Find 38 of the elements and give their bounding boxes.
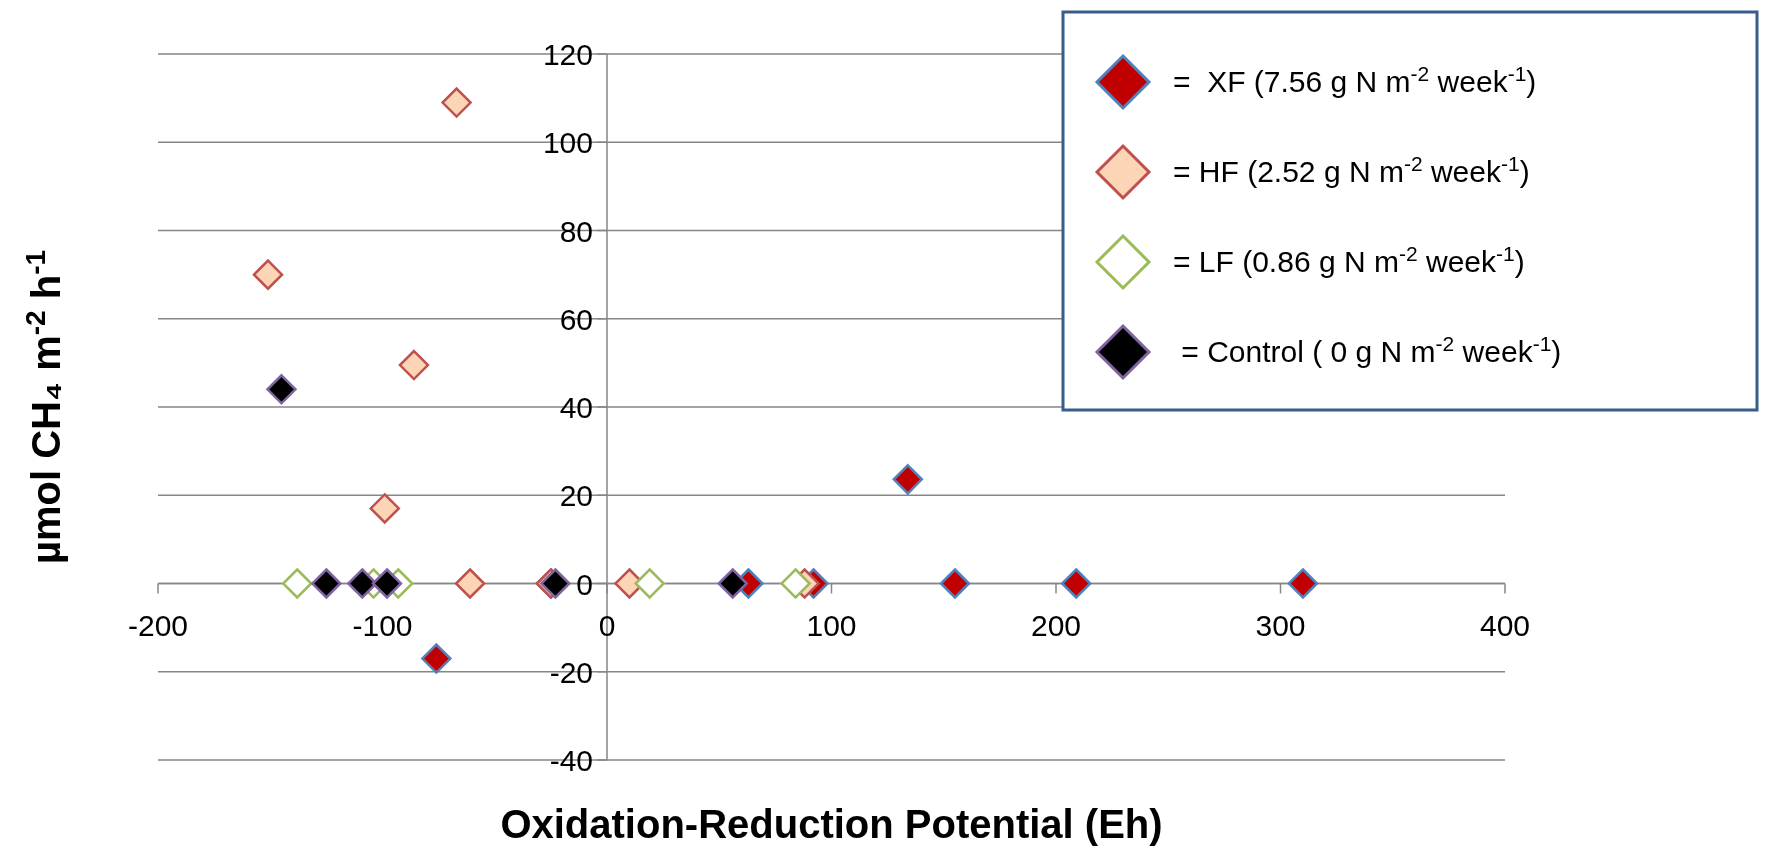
- point: [939, 568, 971, 599]
- x-tick-label: 0: [598, 608, 616, 642]
- x-tick-label: 100: [806, 608, 857, 642]
- y-tick-label: 120: [542, 38, 593, 71]
- point: [421, 643, 452, 674]
- y-tick-label: 60: [559, 302, 593, 336]
- legend-label: = Control ( 0 g N m$^{-2}$ week$^{-1}$): [1173, 331, 1562, 368]
- point: [892, 464, 924, 495]
- point: [281, 568, 313, 599]
- point: [634, 568, 665, 599]
- legend-label: = XF (7.56 g N m$^{-2}$ week$^{-1}$): [1173, 61, 1537, 98]
- point: [1287, 568, 1319, 599]
- y-tick-label: -20: [549, 655, 593, 689]
- y-tick-label: 20: [559, 479, 593, 513]
- point: [717, 568, 748, 599]
- point: [369, 493, 400, 524]
- x-tick-label: 200: [1030, 608, 1082, 642]
- point: [252, 259, 284, 290]
- legend-label: = HF (2.52 g N m$^{-2}$ week$^{-1}$): [1173, 151, 1530, 188]
- y-tick-label: 100: [542, 126, 593, 160]
- y-tick-label: 80: [559, 214, 593, 248]
- point: [780, 568, 811, 599]
- point: [311, 568, 342, 599]
- x-tick-label: -200: [127, 608, 189, 642]
- point: [398, 349, 430, 381]
- x-tick-label: 300: [1255, 608, 1306, 642]
- x-tick-label: 400: [1479, 608, 1531, 642]
- legend-label: = LF (0.86 g N m$^{-2}$ week$^{-1}$): [1173, 241, 1525, 278]
- point: [371, 568, 403, 599]
- y-tick-label: 0: [576, 567, 593, 601]
- point: [1060, 568, 1092, 599]
- y-tick-label: 40: [559, 391, 593, 424]
- x-tick-label: -100: [352, 608, 413, 642]
- x-axis-title: Oxidation-Reduction Potential (Eh): [500, 802, 1163, 846]
- point: [441, 87, 472, 118]
- point: [266, 374, 297, 405]
- y-tick-label: -40: [549, 744, 593, 777]
- point: [454, 568, 486, 599]
